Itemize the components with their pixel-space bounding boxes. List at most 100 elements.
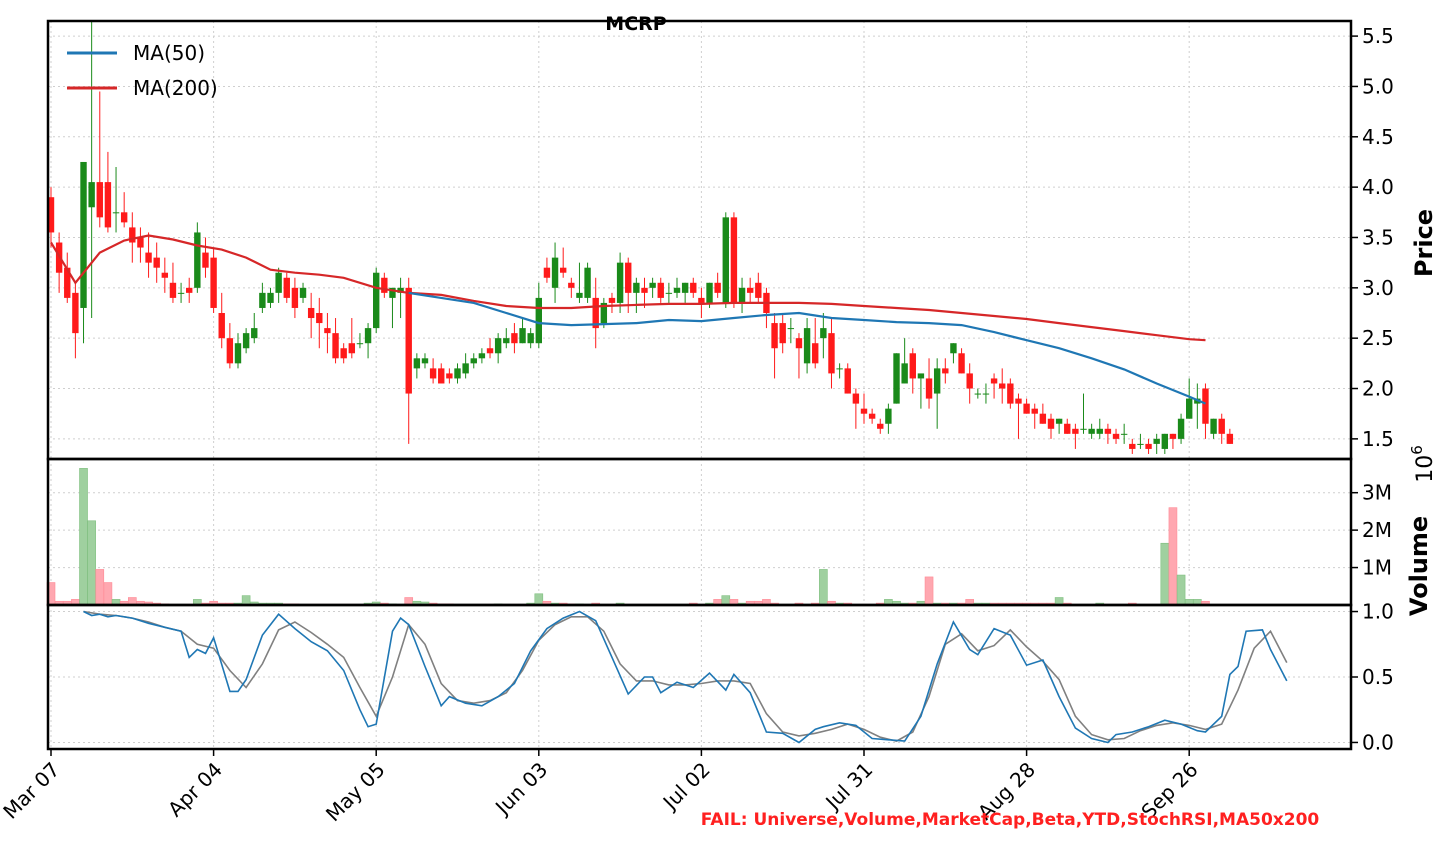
candle-body: [966, 373, 973, 389]
candle-body: [1080, 428, 1087, 430]
candle-body: [828, 333, 835, 374]
candle-body: [633, 282, 640, 293]
candle-body: [1112, 433, 1120, 439]
candle-body: [120, 212, 128, 223]
volume-scale-base: 10: [1413, 455, 1438, 483]
candle-body: [1145, 443, 1152, 449]
candle-body: [356, 343, 364, 345]
stochrsi-d-line: [83, 610, 1288, 742]
candle-body: [1177, 418, 1185, 439]
candle-body: [72, 292, 79, 334]
ma50-line: [408, 291, 1206, 405]
price-ytick-label: 5.0: [1362, 74, 1394, 98]
candle-body: [787, 328, 795, 330]
candle-body: [283, 277, 290, 298]
candle-body: [1088, 428, 1095, 434]
candle-body: [340, 348, 347, 359]
candle-body: [982, 393, 990, 395]
candle-body: [584, 267, 591, 298]
legend: MA(50) MA(200): [67, 41, 218, 100]
x-tick-label: Jul 02: [657, 757, 715, 815]
candle-body: [332, 333, 339, 359]
candle-body: [779, 323, 786, 344]
price-ytick-label: 4.5: [1362, 125, 1394, 149]
candle-body: [429, 368, 437, 379]
volume-panel: 1M 2M 3M: [46, 457, 1392, 607]
volume-bar: [1168, 507, 1178, 606]
candle-body: [681, 282, 689, 293]
candle-body: [210, 257, 217, 308]
candle-body: [803, 328, 811, 364]
candle-body: [299, 287, 307, 298]
candle-body: [153, 257, 160, 268]
candle-body: [177, 292, 185, 294]
volume-scale-label: 106: [1408, 445, 1438, 483]
candle-body: [1096, 428, 1103, 434]
candle-body: [1047, 418, 1055, 429]
candle-body: [470, 358, 477, 364]
candle-body: [722, 217, 729, 303]
candle-body: [641, 287, 648, 293]
candle-body: [990, 378, 998, 384]
candle-body: [251, 328, 258, 339]
volume-bar: [1160, 542, 1170, 606]
candle-body: [999, 383, 1006, 389]
candle-body: [104, 182, 112, 228]
candle-body: [877, 423, 884, 429]
candle-body: [275, 272, 282, 293]
candle-body: [186, 287, 193, 293]
candle-body: [1031, 408, 1038, 414]
price-ytick-label: 5.5: [1362, 24, 1394, 48]
candle-body: [405, 287, 412, 394]
legend-ma50-label: MA(50): [133, 41, 205, 65]
candle-body: [820, 328, 827, 339]
candle-body: [381, 277, 388, 293]
stochrsi-ytick-label: 1.0: [1362, 600, 1394, 624]
candle-body: [592, 297, 599, 329]
candle-body: [730, 217, 738, 303]
candle-body: [1120, 433, 1128, 435]
candle-body: [1186, 398, 1193, 419]
candle-body: [503, 338, 510, 344]
candle-body: [88, 182, 95, 208]
candle-body: [673, 287, 681, 293]
stochrsi-ytick-label: 0.5: [1362, 665, 1394, 689]
candle-body: [494, 338, 502, 354]
candle-body: [551, 257, 559, 288]
price-ytick-label: 2.5: [1362, 326, 1394, 350]
chart-title: MCRP: [605, 13, 666, 35]
candle-body: [129, 227, 136, 243]
candle-body: [925, 378, 933, 399]
candle-body: [161, 272, 169, 278]
candle-body: [373, 272, 380, 329]
candle-body: [169, 282, 177, 298]
candle-body: [226, 338, 234, 364]
candle-body: [1218, 418, 1225, 434]
candle-body: [1169, 433, 1177, 439]
stochrsi-ytick-label: 0.0: [1362, 730, 1394, 754]
price-ytick-label: 4.0: [1362, 175, 1394, 199]
candle-body: [80, 161, 87, 308]
candle-body: [1226, 433, 1234, 444]
candle-body: [446, 373, 453, 379]
price-ytick-label: 2.0: [1362, 377, 1394, 401]
candle-body: [519, 328, 526, 344]
volume-bar: [1176, 574, 1186, 606]
volume-bar: [241, 595, 251, 606]
candle-body: [1039, 413, 1047, 424]
candle-body: [364, 328, 372, 344]
price-ytick-label: 3.0: [1362, 276, 1394, 300]
candle-body: [649, 282, 656, 288]
volume-bar: [103, 582, 113, 606]
candle-body: [909, 353, 916, 379]
candle-body: [1007, 383, 1014, 404]
candle-body: [316, 313, 323, 324]
x-tick-label: Mar 07: [0, 757, 64, 823]
candle-body: [868, 413, 876, 419]
candle-body: [96, 182, 103, 218]
candle-body: [958, 353, 965, 374]
volume-bar: [79, 468, 88, 606]
candle-body: [194, 232, 201, 288]
candle-body: [202, 252, 209, 268]
